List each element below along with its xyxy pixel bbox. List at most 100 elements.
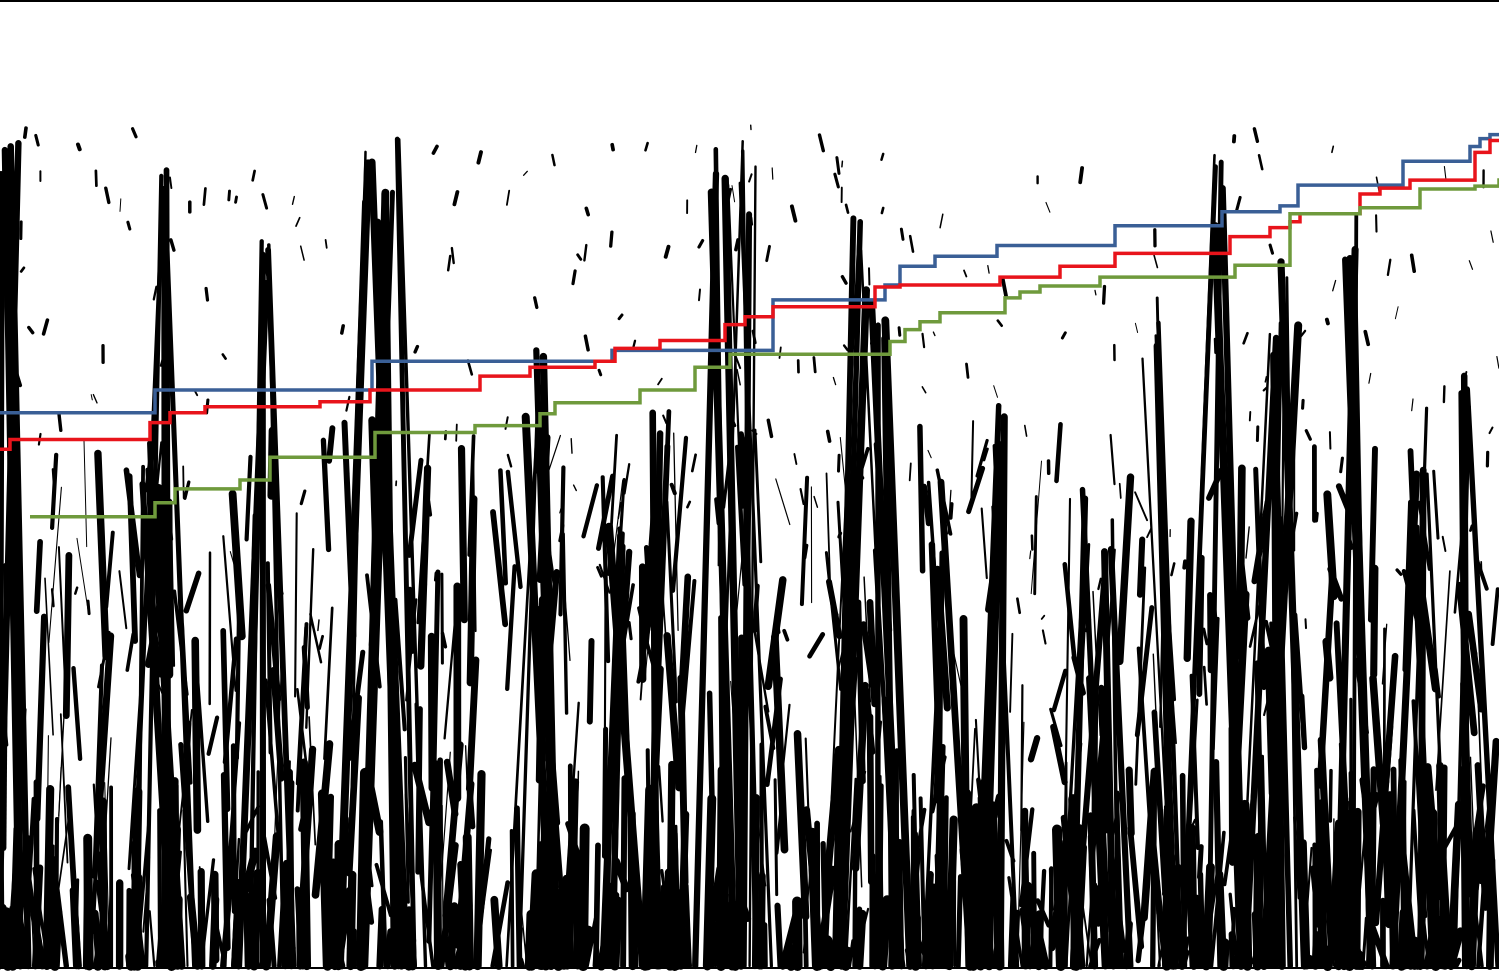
ink-stroke: [178, 741, 196, 915]
ink-stroke: [417, 464, 432, 670]
ink-stroke: [764, 676, 783, 787]
ink-stroke: [1299, 839, 1311, 970]
ink-stroke: [775, 810, 783, 855]
ink-stroke: [1468, 260, 1474, 270]
ink-stroke: [917, 423, 926, 574]
ink-stroke: [678, 573, 692, 695]
ink-stroke: [92, 393, 98, 404]
ink-stroke: [202, 187, 207, 206]
ink-stroke: [1436, 761, 1449, 970]
ink-stroke: [194, 390, 199, 397]
ink-stroke: [148, 910, 156, 968]
ink-stroke: [1212, 612, 1217, 623]
ink-stroke: [328, 949, 340, 971]
series-group: [0, 132, 1499, 519]
ink-stroke: [243, 892, 253, 970]
ink-stroke: [660, 883, 668, 970]
ink-stroke: [1248, 411, 1252, 422]
ink-stroke: [891, 809, 898, 968]
ink-stroke: [1087, 812, 1099, 970]
ink-stroke: [1195, 953, 1204, 969]
ink-stroke: [415, 706, 423, 875]
ink-stroke: [571, 269, 577, 286]
ink-stroke: [48, 486, 62, 643]
ink-stroke: [1406, 406, 1429, 968]
ink-stroke: [299, 245, 305, 261]
ink-stroke: [970, 420, 975, 500]
ink-stroke: [8, 894, 23, 971]
ink-stroke: [231, 878, 242, 969]
ink-stroke: [440, 572, 444, 665]
ink-stroke: [993, 846, 1005, 971]
ink-stroke: [505, 189, 511, 206]
ink-stroke: [908, 234, 915, 253]
ink-stroke: [932, 331, 936, 337]
ink-stroke: [1153, 253, 1159, 269]
ink-stroke: [858, 475, 863, 495]
ink-stroke: [457, 860, 469, 970]
ink-stroke: [1257, 154, 1264, 171]
ink-stroke: [262, 835, 278, 900]
ink-stroke: [1301, 398, 1305, 410]
ink-stroke: [556, 909, 565, 970]
ink-stroke: [247, 511, 261, 708]
ink-stroke: [427, 632, 436, 792]
ink-stroke: [825, 429, 832, 443]
ink-stroke: [19, 266, 26, 273]
ink-stroke: [467, 536, 473, 551]
ink-stroke: [665, 500, 678, 704]
ink-stroke: [1033, 495, 1038, 596]
ink-stroke: [1369, 674, 1388, 828]
ink-stroke: [1152, 653, 1164, 865]
ink-stroke: [780, 703, 791, 784]
ink-stroke: [562, 874, 571, 970]
ink-stroke: [726, 900, 741, 971]
ink-stroke: [326, 425, 336, 464]
ink-stroke: [629, 807, 639, 968]
ink-stroke: [270, 666, 285, 782]
ink-stroke: [1136, 536, 1146, 598]
ink-stroke: [1314, 767, 1324, 969]
ink-stroke: [1469, 524, 1474, 532]
ink-stroke: [651, 807, 664, 970]
ink-stroke: [1021, 807, 1030, 970]
ink-stroke: [309, 612, 323, 664]
ink-stroke: [1222, 778, 1242, 887]
ink-stroke: [765, 244, 771, 263]
ink-stroke: [378, 462, 386, 474]
ink-stroke: [534, 467, 538, 474]
ink-stroke: [1386, 258, 1392, 277]
ink-stroke: [985, 532, 1003, 613]
ink-stroke: [221, 353, 227, 360]
series-line-0: [0, 132, 1499, 415]
ink-stroke: [1207, 592, 1214, 674]
ink-stroke: [941, 795, 949, 969]
ink-stroke: [473, 769, 486, 971]
ink-stroke: [1179, 772, 1188, 969]
ink-stroke: [945, 815, 958, 971]
ink-stroke: [714, 497, 721, 526]
ink-stroke: [266, 897, 277, 969]
ink-stroke: [853, 906, 863, 969]
ink-stroke: [697, 239, 705, 249]
ink-stroke: [980, 507, 988, 580]
ink-stroke: [366, 175, 373, 192]
ink-stroke: [837, 531, 843, 539]
ink-stroke: [131, 596, 137, 606]
ink-stroke: [596, 473, 616, 551]
ink-stroke: [644, 141, 649, 152]
ink-stroke: [1251, 910, 1261, 970]
ink-stroke: [14, 371, 23, 388]
ink-stroke: [536, 605, 546, 763]
ink-stroke: [1453, 508, 1466, 614]
ink-stroke: [251, 169, 256, 182]
ink-stroke: [142, 855, 151, 933]
ink-stroke: [229, 551, 235, 565]
ink-stroke: [1069, 824, 1084, 971]
ink-stroke: [721, 174, 745, 970]
ink-stroke: [707, 188, 738, 970]
ink-stroke: [1097, 577, 1102, 591]
ink-stroke: [169, 238, 176, 252]
ink-stroke: [1197, 871, 1206, 969]
